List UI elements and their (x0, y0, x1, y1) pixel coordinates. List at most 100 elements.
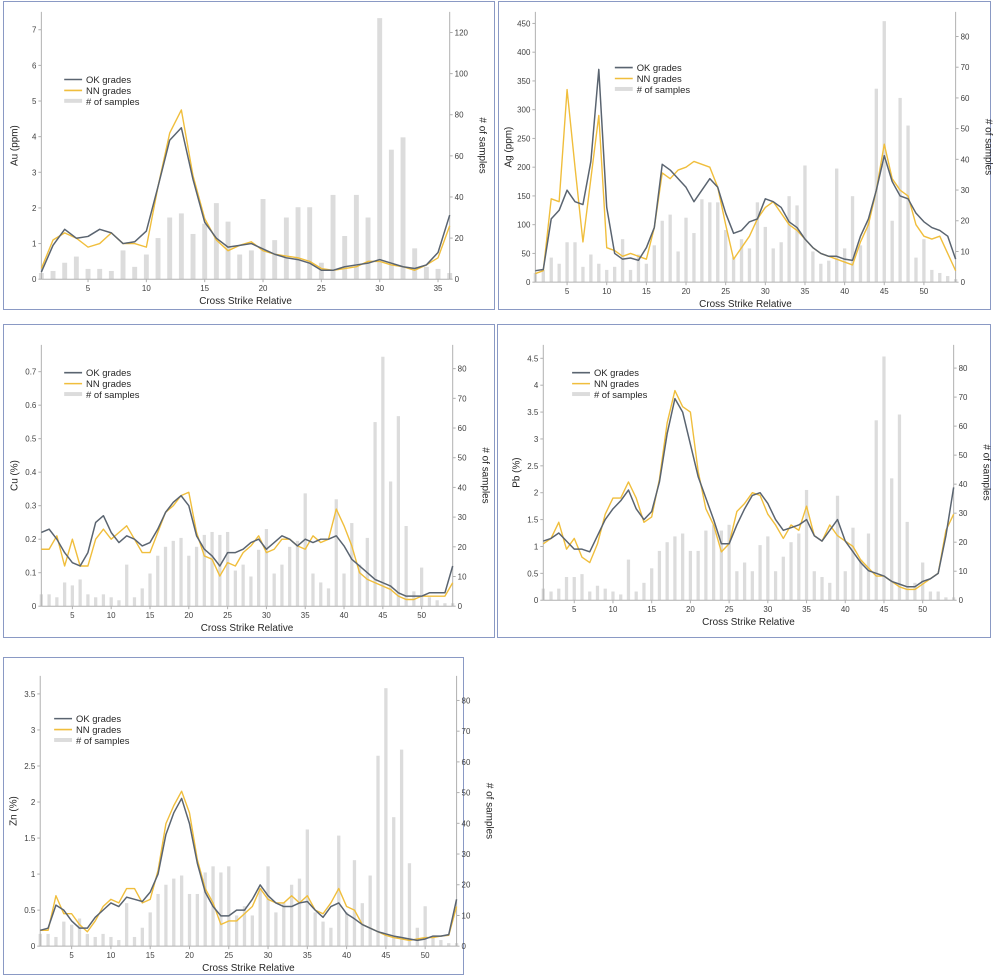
sample-bar (295, 207, 301, 280)
sample-bar (109, 597, 113, 607)
sample-bars (541, 356, 956, 601)
sample-bar (108, 270, 114, 280)
sample-bar (913, 582, 917, 601)
x-tick-label: 50 (417, 611, 426, 620)
sample-bar (771, 248, 775, 283)
sample-bar (820, 577, 824, 601)
sample-bar (77, 918, 82, 947)
sample-bar (337, 835, 341, 947)
sample-bar (580, 574, 584, 601)
sample-bar (97, 268, 103, 280)
sample-bar (202, 534, 206, 607)
y-tick-label: 250 (517, 134, 531, 143)
sample-bar (423, 906, 427, 947)
sample-bar (819, 263, 823, 283)
x-tick-label: 25 (725, 605, 734, 614)
legend-nn-label: NN grades (86, 378, 131, 389)
sample-bar (795, 205, 799, 283)
sample-bar (264, 528, 269, 607)
y2-tick-label: 50 (961, 125, 970, 134)
legend-bars-swatch (614, 86, 633, 91)
sample-bar (148, 912, 152, 947)
sample-bar (373, 422, 377, 607)
sample-bar (319, 582, 323, 607)
sample-bar (797, 533, 801, 601)
sample-bar (804, 489, 809, 601)
sample-bar (227, 866, 231, 947)
y2-tick-label: 50 (959, 451, 968, 460)
sample-bar (353, 194, 359, 280)
nn-grades-line (41, 491, 454, 601)
sample-bar (62, 921, 66, 947)
y-tick-label: 0.5 (25, 435, 37, 444)
y2-tick-label: 70 (961, 63, 970, 72)
sample-bar (241, 564, 245, 607)
y-tick-label: 2 (32, 204, 37, 213)
sample-bar (922, 239, 926, 283)
sample-bar (289, 884, 294, 947)
sample-bar (866, 220, 871, 283)
sample-bar (420, 567, 424, 607)
x-tick-label: 25 (721, 287, 730, 296)
sample-bar (620, 239, 625, 283)
x-tick-label: 20 (184, 611, 193, 620)
sample-bar (557, 588, 561, 601)
sample-bar (882, 356, 886, 601)
y-tick-label: 200 (517, 163, 531, 172)
x-tick-label: 20 (682, 287, 691, 296)
sample-bar (307, 207, 313, 280)
x-tick-label: 15 (146, 951, 155, 960)
y2-tick-label: 0 (959, 596, 964, 605)
x-tick-label: 10 (602, 287, 611, 296)
legend-ok-label: OK grades (86, 74, 131, 85)
y2-tick-label: 30 (458, 513, 467, 522)
sample-bar (724, 229, 728, 283)
y-tick-label: 350 (517, 77, 531, 86)
sample-bar (274, 912, 278, 947)
sample-bar (549, 257, 553, 283)
y-axis-title: Ag (ppm) (504, 127, 515, 168)
sample-bar (69, 924, 74, 947)
sample-bar (681, 533, 685, 601)
x-tick-label: 30 (262, 611, 271, 620)
legend-bars-swatch (54, 737, 73, 742)
sample-bar (858, 245, 863, 283)
sample-bar (132, 597, 137, 607)
sample-bar (101, 594, 106, 607)
legend-bars-label: # of samples (76, 735, 130, 746)
legend-bars-swatch (64, 392, 83, 397)
chart-panel-au: 0 1 2 3 4 5 6 7 0 20 40 60 80 100 120 5 10 15 20 25 30 35 Cros… (3, 1, 495, 310)
y2-tick-label: 30 (961, 186, 970, 195)
sample-bar (156, 555, 160, 607)
sample-bars (38, 18, 453, 280)
x-tick-label: 50 (918, 605, 927, 614)
y2-tick-label: 20 (961, 217, 970, 226)
legend-nn-label: NN grades (76, 724, 121, 735)
sample-bar (944, 597, 948, 601)
sample-bar (443, 603, 447, 607)
sample-bar (676, 251, 680, 283)
y-tick-label: 0 (534, 596, 539, 605)
y2-tick-label: 120 (455, 28, 469, 37)
sample-bar (882, 21, 886, 283)
x-axis-title: Cross Strike Relative (699, 299, 792, 310)
x-tick-label: 10 (142, 284, 151, 293)
y2-tick-label: 50 (462, 789, 471, 798)
sample-bar (842, 248, 847, 283)
sample-bar (597, 263, 601, 283)
sample-bar (696, 550, 700, 601)
sample-bar (581, 266, 585, 283)
chart-panel-zn: 0 0.5 1 1.5 2 2.5 3 3.5 0 10 20 30 40 50 60 70 80 5 10 15 20… (3, 657, 494, 975)
y-tick-label: 3.5 (24, 690, 36, 699)
sample-bar (344, 912, 349, 947)
sample-bar (297, 878, 302, 947)
sample-bar (763, 226, 767, 283)
x-tick-label: 35 (434, 284, 443, 293)
sample-bar (288, 546, 292, 607)
sample-bar (716, 202, 720, 283)
y-tick-label: 50 (522, 249, 531, 258)
y-tick-label: 1.5 (527, 516, 539, 525)
sample-bar (828, 582, 832, 601)
y2-tick-label: 20 (959, 538, 968, 547)
sample-bar (644, 263, 649, 283)
